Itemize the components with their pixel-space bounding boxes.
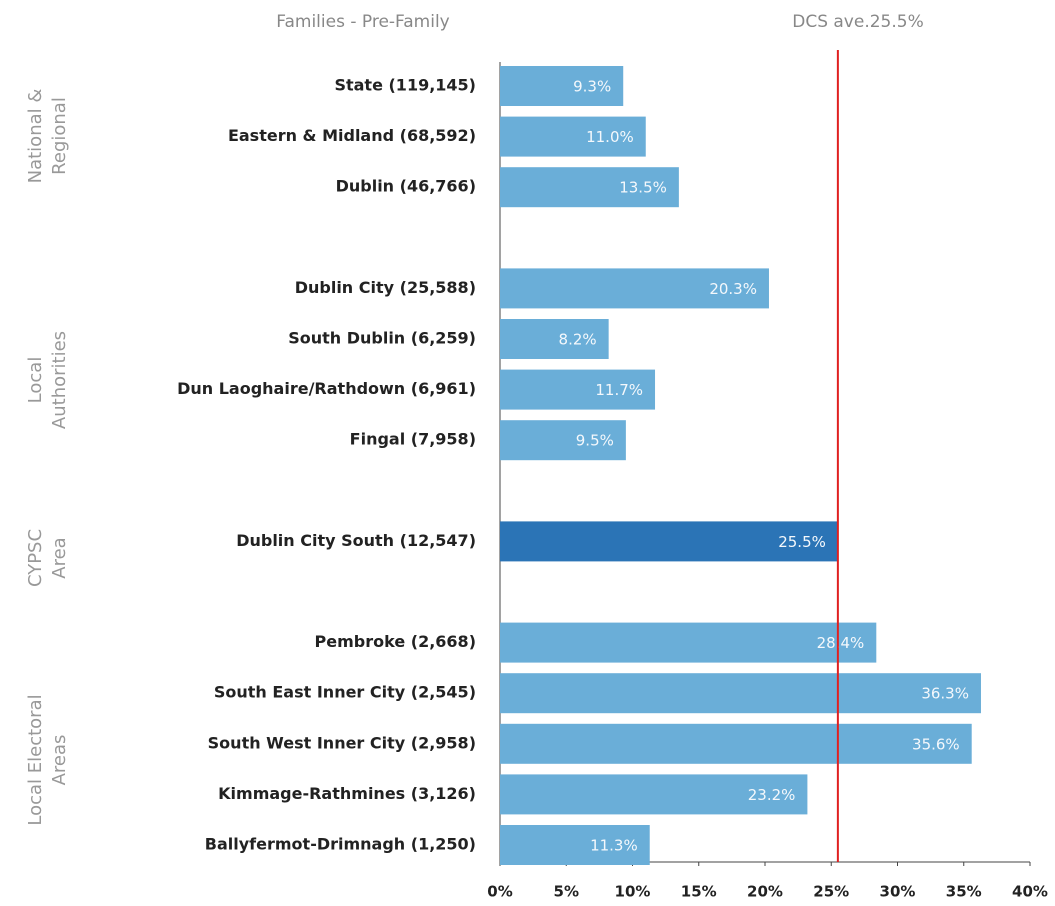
category-label: Dublin City South (12,547)	[236, 531, 476, 550]
bar	[500, 319, 609, 359]
category-label: Kimmage-Rathmines (3,126)	[218, 784, 476, 803]
value-label: 36.3%	[921, 685, 969, 703]
group-label-line: CYPSC	[25, 529, 46, 587]
chart-title: Families - Pre-Family	[276, 12, 450, 32]
x-tick-label: 30%	[880, 883, 916, 901]
bar	[500, 723, 972, 764]
x-tick-label: 35%	[946, 883, 982, 901]
category-label: Eastern & Midland (68,592)	[228, 126, 476, 145]
group-label-line: Areas	[49, 735, 70, 786]
group-label-line: Area	[49, 537, 70, 578]
category-label: Fingal (7,958)	[350, 430, 476, 449]
x-tick-label: 10%	[615, 883, 651, 901]
value-label: 11.7%	[595, 381, 643, 399]
x-tick-label: 5%	[554, 883, 579, 901]
group-label-line: Authorities	[49, 331, 70, 429]
value-label: 9.3%	[573, 78, 611, 96]
value-label: 11.3%	[590, 837, 638, 855]
category-label: South West Inner City (2,958)	[208, 733, 476, 752]
bar	[500, 673, 981, 714]
category-label: South Dublin (6,259)	[288, 329, 476, 348]
group-label: Local Electoral Areas	[25, 694, 70, 825]
value-label: 23.2%	[748, 786, 796, 804]
category-label: Dublin City (25,588)	[295, 278, 476, 297]
bar	[500, 622, 877, 663]
bar	[500, 369, 656, 410]
category-label: Pembroke (2,668)	[315, 632, 476, 651]
group-label-line: National &	[25, 89, 46, 184]
bar	[500, 167, 679, 208]
group-label-line: Local	[25, 357, 46, 404]
x-tick-label: 40%	[1012, 883, 1048, 901]
category-label: Dun Laoghaire/Rathdown (6,961)	[177, 379, 476, 398]
value-label: 28.4%	[817, 634, 865, 652]
value-label: 13.5%	[619, 179, 667, 197]
value-label: 8.2%	[559, 331, 597, 349]
bar	[500, 116, 646, 157]
x-tick-label: 0%	[487, 883, 512, 901]
reference-label: DCS ave.25.5%	[792, 12, 924, 32]
bar	[500, 825, 650, 865]
bar	[500, 420, 626, 461]
bar	[500, 66, 624, 106]
group-label: CYPSC Area	[25, 529, 70, 587]
category-label: Dublin (46,766)	[336, 177, 476, 196]
category-label: Ballyfermot-Drimnagh (1,250)	[205, 835, 476, 854]
category-label: State (119,145)	[334, 76, 476, 95]
bar	[500, 268, 769, 309]
value-label: 9.5%	[576, 432, 614, 450]
group-label-line: Regional	[49, 97, 70, 175]
group-label: Local Authorities	[25, 331, 70, 429]
category-label: South East Inner City (2,545)	[214, 683, 476, 702]
value-label: 25.5%	[778, 533, 826, 551]
x-tick-label: 25%	[813, 883, 849, 901]
x-tick-label: 20%	[747, 883, 783, 901]
bar	[500, 774, 808, 815]
value-label: 20.3%	[709, 280, 757, 298]
value-label: 11.0%	[586, 128, 634, 146]
group-label: National & Regional	[25, 89, 70, 184]
bar	[500, 521, 838, 562]
x-tick-label: 15%	[681, 883, 717, 901]
value-label: 35.6%	[912, 735, 960, 753]
group-label-line: Local Electoral	[25, 694, 46, 825]
